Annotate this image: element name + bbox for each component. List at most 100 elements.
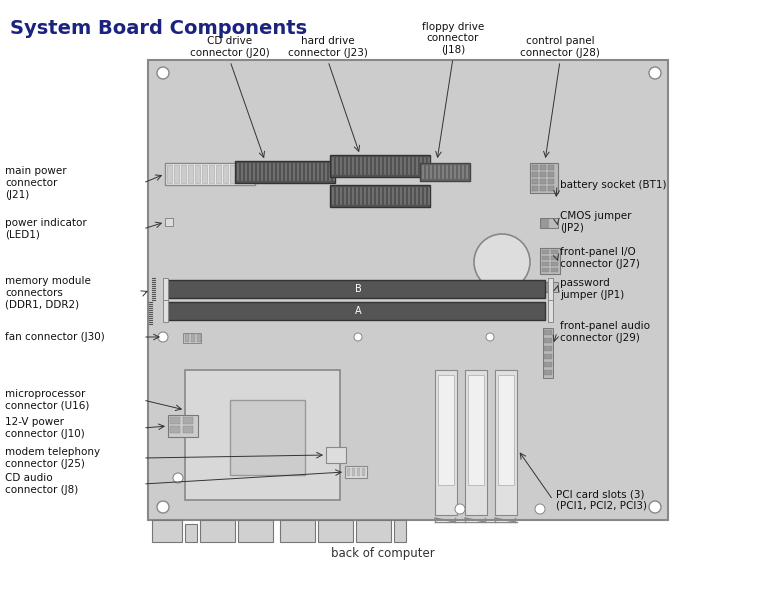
Bar bbox=[446, 165, 448, 179]
Bar bbox=[465, 370, 487, 515]
Circle shape bbox=[649, 501, 661, 513]
Bar bbox=[384, 157, 386, 175]
Bar bbox=[183, 333, 201, 343]
Circle shape bbox=[157, 501, 169, 513]
Bar bbox=[442, 165, 444, 179]
Circle shape bbox=[486, 333, 494, 341]
Text: battery socket (BT1): battery socket (BT1) bbox=[560, 180, 666, 190]
Bar bbox=[532, 165, 538, 170]
Bar bbox=[548, 179, 554, 184]
Bar bbox=[400, 157, 402, 175]
Bar bbox=[540, 282, 558, 292]
Bar bbox=[544, 338, 552, 343]
Bar bbox=[408, 187, 410, 205]
Text: control panel
connector (J28): control panel connector (J28) bbox=[520, 37, 600, 58]
Bar bbox=[183, 417, 193, 424]
Bar bbox=[273, 163, 275, 181]
Bar bbox=[412, 157, 414, 175]
Bar bbox=[352, 157, 354, 175]
Bar bbox=[285, 163, 287, 181]
Bar bbox=[332, 187, 334, 205]
Bar bbox=[396, 187, 398, 205]
Bar bbox=[420, 187, 422, 205]
Bar bbox=[372, 187, 374, 205]
Bar bbox=[344, 187, 346, 205]
Bar bbox=[356, 157, 358, 175]
Bar bbox=[202, 165, 207, 183]
Bar bbox=[412, 187, 414, 205]
Bar bbox=[148, 60, 668, 520]
Bar bbox=[548, 278, 553, 300]
Bar bbox=[424, 187, 426, 205]
Bar bbox=[301, 163, 303, 181]
Text: front-panel audio
connector (J29): front-panel audio connector (J29) bbox=[560, 321, 650, 343]
Bar bbox=[551, 250, 558, 254]
Text: floppy drive
connector
(J18): floppy drive connector (J18) bbox=[422, 22, 484, 55]
Bar bbox=[542, 250, 549, 254]
Bar bbox=[163, 278, 168, 300]
Bar bbox=[163, 300, 168, 322]
Bar bbox=[332, 157, 334, 175]
Bar bbox=[289, 163, 291, 181]
Bar bbox=[249, 163, 251, 181]
Bar bbox=[435, 370, 457, 515]
Bar bbox=[313, 163, 315, 181]
Bar bbox=[368, 187, 370, 205]
Bar bbox=[548, 172, 554, 177]
Bar bbox=[200, 520, 235, 542]
Bar bbox=[305, 163, 307, 181]
Bar bbox=[230, 400, 305, 475]
Bar bbox=[430, 165, 432, 179]
Bar bbox=[540, 172, 546, 177]
Bar bbox=[188, 165, 193, 183]
Bar bbox=[356, 187, 358, 205]
Bar bbox=[216, 165, 221, 183]
Bar bbox=[416, 187, 418, 205]
Bar bbox=[340, 157, 342, 175]
Circle shape bbox=[157, 67, 169, 79]
Text: CD audio
connector (J8): CD audio connector (J8) bbox=[5, 473, 78, 495]
Bar bbox=[438, 375, 454, 485]
Bar bbox=[336, 157, 338, 175]
Bar bbox=[340, 187, 342, 205]
Text: back of computer: back of computer bbox=[331, 548, 435, 560]
Bar bbox=[352, 187, 354, 205]
Bar bbox=[532, 172, 538, 177]
Bar bbox=[532, 179, 538, 184]
Bar bbox=[168, 415, 198, 437]
Bar bbox=[548, 165, 554, 170]
Bar bbox=[280, 520, 315, 542]
Bar bbox=[244, 165, 249, 183]
Bar bbox=[394, 520, 406, 542]
Bar bbox=[237, 163, 239, 181]
Bar bbox=[277, 163, 279, 181]
Bar bbox=[185, 524, 197, 542]
Bar bbox=[245, 163, 247, 181]
Bar bbox=[543, 328, 553, 378]
Bar bbox=[540, 186, 546, 191]
Text: System Board Components: System Board Components bbox=[10, 18, 307, 38]
Bar bbox=[165, 302, 545, 320]
Bar bbox=[416, 157, 418, 175]
Bar bbox=[195, 165, 200, 183]
Text: modem telephony
connector (J25): modem telephony connector (J25) bbox=[5, 447, 100, 469]
Bar bbox=[297, 163, 299, 181]
Bar bbox=[152, 520, 182, 542]
Text: CMOS jumper
(JP2): CMOS jumper (JP2) bbox=[560, 211, 631, 233]
Bar bbox=[165, 163, 255, 185]
Bar bbox=[380, 187, 382, 205]
Bar bbox=[420, 157, 422, 175]
Text: A: A bbox=[355, 306, 361, 316]
Bar bbox=[360, 157, 362, 175]
Circle shape bbox=[173, 473, 183, 483]
Circle shape bbox=[158, 332, 168, 342]
Text: CD drive
connector (J20): CD drive connector (J20) bbox=[190, 37, 270, 58]
Bar bbox=[293, 163, 295, 181]
Bar bbox=[530, 163, 558, 193]
Circle shape bbox=[535, 504, 545, 514]
Bar bbox=[197, 334, 201, 342]
Bar bbox=[368, 157, 370, 175]
Bar bbox=[438, 165, 440, 179]
Bar bbox=[540, 179, 546, 184]
Bar bbox=[404, 187, 406, 205]
